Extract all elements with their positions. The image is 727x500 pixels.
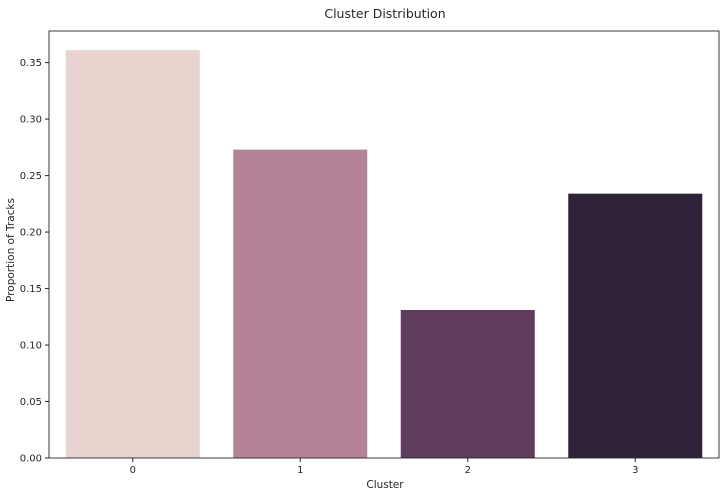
x-tick-label: 2 <box>465 465 471 476</box>
x-tick-label: 0 <box>130 465 136 476</box>
plot-area: 0 1 2 3 0.00 0.05 0.10 0.15 0.20 0.25 0.30 0.35 <box>20 30 720 476</box>
y-tick-label: 0.30 <box>20 115 42 126</box>
y-tick-label: 0.00 <box>20 454 42 465</box>
y-axis-label: Proportion of Tracks <box>5 198 17 302</box>
x-axis-label: Cluster <box>366 479 404 491</box>
y-tick-label: 0.10 <box>20 341 42 352</box>
x-tick-label: 3 <box>632 465 638 476</box>
y-tick-label: 0.35 <box>20 58 42 69</box>
bar-cluster-3 <box>568 193 703 459</box>
chart-title: Cluster Distribution <box>324 6 445 21</box>
y-tick-label: 0.20 <box>20 228 42 239</box>
bar-cluster-1 <box>233 149 368 459</box>
bar-cluster-0 <box>65 50 200 458</box>
axes-frame <box>48 30 720 459</box>
y-tick-label: 0.25 <box>20 171 42 182</box>
bar-cluster-2 <box>400 310 535 458</box>
x-tick-label: 1 <box>297 465 303 476</box>
y-tick-label: 0.05 <box>20 397 42 408</box>
y-tick-label: 0.15 <box>20 284 42 295</box>
